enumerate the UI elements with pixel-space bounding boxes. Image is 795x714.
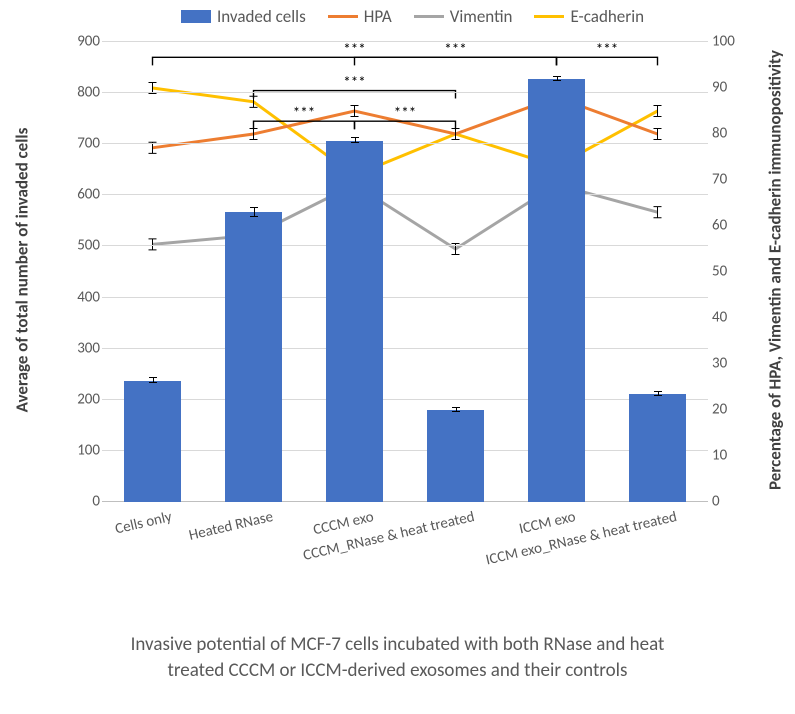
- bar: [225, 212, 282, 502]
- bar: [124, 381, 181, 502]
- gridline: [102, 194, 708, 195]
- gridline: [102, 245, 708, 246]
- y-tick-right: 50: [712, 265, 748, 280]
- significance-label: ***: [596, 41, 618, 59]
- chart-container: Invaded cells HPA Vimentin E-cadherin Av…: [0, 0, 795, 714]
- y-tick-left: 200: [60, 392, 100, 407]
- y-tick-left: 600: [60, 188, 100, 203]
- y-axis-right: 0102030405060708090100: [712, 42, 748, 502]
- plot-area: *** *** *** *** *** ***: [102, 42, 708, 502]
- chart-caption: Invasive potential of MCF-7 cells incuba…: [0, 632, 795, 683]
- y-tick-left: 400: [60, 290, 100, 305]
- y-tick-left: 100: [60, 443, 100, 458]
- bar: [326, 141, 383, 502]
- y-tick-right: 20: [712, 403, 748, 418]
- y-tick-right: 60: [712, 219, 748, 234]
- gridline: [102, 92, 708, 93]
- legend-label: Vimentin: [450, 6, 513, 27]
- swatch-bar-icon: [181, 10, 211, 23]
- swatch-line-icon: [328, 15, 358, 18]
- gridline: [102, 450, 708, 451]
- legend-item-ecadherin: E-cadherin: [534, 6, 644, 27]
- x-label: ICCM exo_RNase & heat treated: [484, 508, 679, 570]
- legend: Invaded cells HPA Vimentin E-cadherin: [110, 6, 715, 27]
- y-axis-left: 0100200300400500600700800900: [60, 42, 100, 502]
- legend-label: HPA: [364, 6, 392, 27]
- y-tick-left: 800: [60, 86, 100, 101]
- significance-label: ***: [444, 41, 466, 59]
- caption-line: treated CCCM or ICCM-derived exosomes an…: [168, 659, 628, 682]
- y-tick-right: 100: [712, 35, 748, 50]
- y-tick-left: 500: [60, 239, 100, 254]
- significance-label: ***: [394, 105, 416, 123]
- legend-label: E-cadherin: [570, 6, 644, 27]
- gridline: [102, 348, 708, 349]
- bar: [427, 410, 484, 502]
- significance-label: ***: [293, 105, 315, 123]
- legend-item-vimentin: Vimentin: [414, 6, 513, 27]
- y-tick-right: 90: [712, 81, 748, 96]
- legend-item-bar: Invaded cells: [181, 6, 306, 27]
- caption-line: Invasive potential of MCF-7 cells incuba…: [131, 633, 665, 656]
- gridline: [102, 297, 708, 298]
- y-tick-right: 10: [712, 449, 748, 464]
- y-tick-left: 700: [60, 137, 100, 152]
- y-tick-right: 40: [712, 311, 748, 326]
- bar: [629, 394, 686, 502]
- significance-label: ***: [343, 75, 365, 93]
- y-tick-left: 300: [60, 341, 100, 356]
- y-axis-right-title: Percentage of HPA, Vimentin and E-cadher…: [765, 50, 786, 490]
- gridline: [102, 41, 708, 42]
- x-label: Cells only: [113, 508, 173, 539]
- y-tick-right: 80: [712, 127, 748, 142]
- y-tick-left: 900: [60, 35, 100, 50]
- swatch-line-icon: [414, 15, 444, 18]
- significance-label: ***: [343, 41, 365, 59]
- y-tick-right: 0: [712, 495, 748, 510]
- legend-item-hpa: HPA: [328, 6, 392, 27]
- y-axis-left-title: Average of total number of invaded cells: [12, 128, 33, 413]
- line-overlay-svg: *** *** *** *** *** ***: [102, 42, 708, 502]
- x-label: Heated RNase: [187, 508, 275, 545]
- y-tick-right: 30: [712, 357, 748, 372]
- swatch-line-icon: [534, 15, 564, 18]
- x-axis-labels: Cells onlyHeated RNaseCCCM exoCCCM_RNase…: [102, 504, 708, 614]
- gridline: [102, 143, 708, 144]
- bar: [528, 79, 585, 502]
- legend-label: Invaded cells: [217, 6, 306, 27]
- y-tick-left: 0: [60, 495, 100, 510]
- y-tick-right: 70: [712, 173, 748, 188]
- gridline: [102, 399, 708, 400]
